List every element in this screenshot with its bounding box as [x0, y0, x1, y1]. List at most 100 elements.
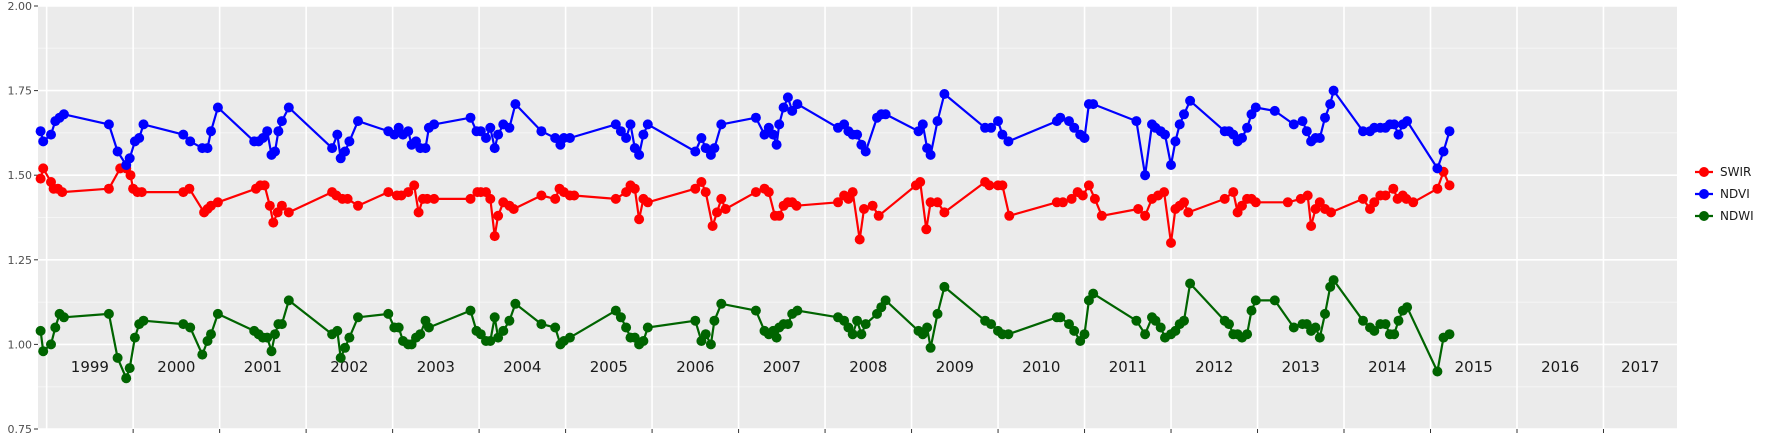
data-point — [1170, 136, 1181, 147]
data-point — [690, 183, 701, 194]
data-point — [859, 204, 869, 214]
data-point — [485, 193, 496, 204]
data-point — [921, 224, 932, 235]
data-point — [1402, 302, 1413, 313]
data-point — [508, 204, 519, 214]
data-point — [833, 197, 843, 208]
data-point — [1389, 119, 1400, 130]
data-point — [852, 129, 863, 140]
data-point — [536, 190, 547, 201]
data-point — [1310, 322, 1321, 333]
data-point — [621, 133, 632, 143]
data-point — [716, 119, 727, 130]
data-point — [276, 200, 287, 211]
year-label: 2002 — [330, 358, 368, 376]
data-point — [1288, 322, 1299, 333]
data-point — [1096, 210, 1107, 221]
data-point — [35, 325, 46, 336]
data-point — [1179, 197, 1189, 208]
legend-item-ndwi: NDWI — [1695, 209, 1754, 223]
data-point — [1358, 126, 1368, 137]
data-point — [1306, 221, 1317, 231]
data-point — [383, 308, 394, 319]
data-point — [642, 119, 653, 130]
data-point — [1380, 319, 1391, 330]
data-point — [340, 342, 350, 353]
data-point — [1140, 329, 1151, 340]
data-point — [707, 221, 718, 231]
data-point — [268, 217, 279, 228]
data-point — [1066, 193, 1077, 204]
data-point — [1246, 305, 1257, 316]
data-point — [634, 214, 645, 225]
data-point — [184, 183, 195, 194]
data-point — [1159, 187, 1170, 198]
data-point — [925, 342, 936, 353]
data-point — [763, 187, 774, 198]
data-point — [422, 193, 433, 204]
data-point — [1160, 129, 1170, 140]
data-point — [1314, 133, 1325, 143]
data-point — [917, 119, 928, 130]
data-point — [413, 207, 424, 218]
data-point — [939, 281, 950, 292]
data-point — [774, 119, 785, 130]
data-point — [860, 319, 871, 330]
data-point — [504, 315, 515, 326]
data-point — [536, 126, 547, 137]
data-point — [873, 210, 884, 221]
data-point — [550, 322, 561, 333]
year-label: 1999 — [71, 358, 109, 376]
data-point — [1393, 315, 1404, 326]
data-point — [778, 102, 789, 113]
data-point — [696, 133, 707, 143]
data-point — [700, 329, 711, 340]
data-point — [276, 319, 287, 330]
data-point — [932, 197, 943, 208]
data-point — [1408, 197, 1419, 208]
data-point — [750, 187, 761, 198]
data-point — [504, 122, 515, 133]
data-point — [709, 315, 720, 326]
data-point — [915, 177, 926, 187]
data-point — [750, 112, 761, 123]
data-point — [1320, 112, 1330, 123]
data-point — [332, 129, 343, 140]
data-point — [58, 312, 69, 323]
data-point — [1088, 288, 1099, 299]
data-point — [138, 315, 149, 326]
data-point — [197, 349, 208, 360]
data-point — [771, 139, 782, 150]
data-point — [283, 295, 294, 306]
data-point — [1320, 308, 1330, 319]
legend-key-point — [1699, 211, 1709, 221]
data-point — [1055, 112, 1066, 123]
data-point — [852, 315, 863, 326]
data-point — [880, 295, 891, 306]
data-point — [38, 346, 49, 357]
data-point — [38, 136, 49, 147]
legend-item-ndvi: NDVI — [1695, 187, 1750, 201]
data-point — [498, 325, 509, 336]
data-point — [1297, 116, 1308, 127]
data-point — [787, 105, 798, 116]
data-point — [1131, 315, 1142, 326]
data-point — [262, 126, 273, 137]
data-point — [1369, 325, 1380, 336]
data-point — [1057, 197, 1068, 208]
data-point — [564, 133, 575, 143]
x-axis: 1999 2000 2001 2002 2003 2004 2005 2006 2007 2008… — [71, 358, 1659, 433]
year-label: 2004 — [503, 358, 541, 376]
data-point — [792, 99, 803, 110]
y-tick-label: 1.50 — [8, 169, 33, 182]
year-label: 2007 — [763, 358, 801, 376]
data-point — [1089, 193, 1100, 204]
data-point — [642, 197, 653, 208]
data-point — [925, 149, 936, 160]
data-point — [276, 116, 287, 127]
data-point — [1166, 160, 1176, 170]
data-point — [485, 336, 496, 346]
data-point — [273, 126, 284, 137]
data-point — [1444, 126, 1455, 137]
